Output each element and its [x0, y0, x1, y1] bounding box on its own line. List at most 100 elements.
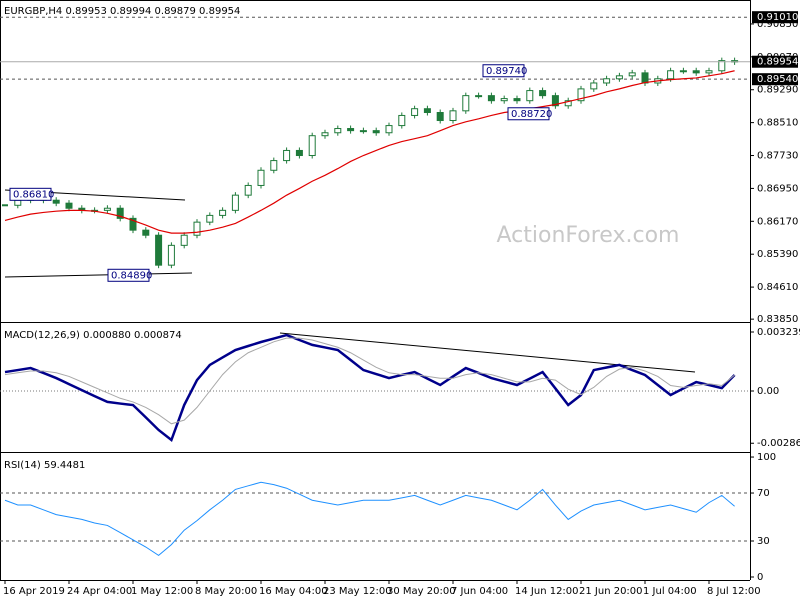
price-tag-label: 0.89540 [757, 74, 798, 85]
candle [577, 88, 585, 102]
price-tag [752, 55, 798, 68]
y-tick-label: 0.87730 [757, 151, 798, 162]
candle [462, 95, 470, 112]
y-tick-label: -0.002868 [757, 438, 800, 449]
price-tag [752, 11, 798, 24]
y-tick-label: 0.90850 [757, 19, 798, 30]
y-tick-label: 0.85390 [757, 249, 798, 260]
indicator-line [4, 337, 735, 425]
candle [180, 234, 188, 246]
candle [52, 199, 60, 204]
x-tick-label: 16 May 04:00 [259, 586, 328, 597]
price-annotation-box [507, 107, 550, 121]
y-tick-label: 0.84610 [757, 282, 798, 293]
candle [475, 95, 483, 98]
candle [129, 217, 137, 231]
candle [436, 112, 444, 122]
candle [385, 125, 393, 134]
candle [667, 70, 675, 80]
panel-title: RSI(14) 59.4481 [4, 460, 85, 471]
candle [423, 108, 431, 114]
price-annotation-box [107, 268, 150, 282]
candle [500, 98, 508, 102]
y-tick-label: 0.89290 [757, 85, 798, 96]
candle [14, 199, 22, 206]
indicator-line [4, 481, 735, 557]
x-tick-label: 1 Jul 04:00 [643, 586, 697, 597]
candle [270, 160, 278, 171]
x-tick-label: 24 Apr 04:00 [67, 586, 132, 597]
candle [526, 90, 534, 102]
y-tick-label: 0.86950 [757, 183, 798, 194]
candle [206, 214, 214, 223]
candle [615, 75, 623, 80]
candle [718, 60, 726, 72]
candle [372, 130, 380, 134]
candle [551, 95, 559, 107]
candle [167, 244, 175, 266]
candle [116, 207, 124, 219]
candle [411, 108, 419, 116]
candle [359, 130, 367, 133]
candle [679, 70, 687, 73]
indicator-line [4, 333, 736, 443]
panel-title: MACD(12,26,9) 0.000880 0.000874 [4, 330, 182, 341]
candle [564, 100, 572, 107]
y-tick-label: 0.003239 [757, 327, 800, 338]
price-annotation-box [9, 187, 52, 201]
candle [295, 149, 303, 157]
x-tick-label: 16 Apr 2019 [3, 586, 65, 597]
candle [308, 135, 316, 157]
candle [590, 82, 598, 90]
y-tick-label: 30 [757, 536, 770, 547]
candle [103, 207, 111, 211]
y-tick-label: 0.86170 [757, 216, 798, 227]
price-annotation: 0.88720 [511, 109, 552, 120]
panel-title: EURGBP,H4 0.89953 0.89994 0.89879 0.8995… [4, 6, 240, 17]
trend-line [279, 332, 696, 373]
candle [705, 70, 713, 74]
candle [2, 204, 8, 207]
candle [603, 78, 611, 84]
candle [334, 128, 342, 134]
candle [641, 72, 649, 84]
y-tick-label: 0.83850 [757, 314, 798, 325]
watermark: ActionForex.com [497, 223, 680, 248]
candle [65, 202, 73, 209]
x-tick-label: 14 Jun 12:00 [515, 586, 579, 597]
candle [321, 132, 329, 137]
price-tag-label: 0.89954 [757, 57, 798, 68]
candle [513, 98, 521, 102]
y-tick-label: 0.88510 [757, 118, 798, 129]
x-tick-label: 7 Jun 04:00 [451, 586, 508, 597]
candle [219, 209, 227, 216]
candle [244, 184, 252, 196]
y-tick-label: 70 [757, 488, 770, 499]
moving-average [4, 70, 735, 234]
candle [155, 234, 163, 266]
x-tick-label: 30 May 20:00 [387, 586, 456, 597]
candle [231, 194, 239, 211]
candle [193, 221, 201, 236]
x-tick-label: 8 Jul 12:00 [707, 586, 761, 597]
trend-line [4, 272, 193, 278]
price-tag [752, 73, 798, 86]
candle [539, 90, 547, 97]
candle [398, 114, 406, 127]
price-annotation: 0.89740 [486, 66, 527, 77]
x-tick-label: 8 May 20:00 [195, 586, 257, 597]
price-tag-label: 0.91010 [757, 12, 798, 23]
candle [283, 149, 291, 162]
x-tick-label: 1 May 12:00 [131, 586, 193, 597]
y-tick-label: 100 [757, 452, 776, 463]
candle [692, 70, 700, 74]
price-annotation: 0.86810 [13, 189, 54, 200]
y-tick-label: 0.00 [757, 386, 779, 397]
price-annotation-box [482, 64, 525, 78]
x-tick-label: 21 Jun 20:00 [579, 586, 643, 597]
price-annotation: 0.84890 [111, 270, 152, 281]
candle [487, 95, 495, 102]
y-tick-label: 0 [757, 572, 763, 583]
